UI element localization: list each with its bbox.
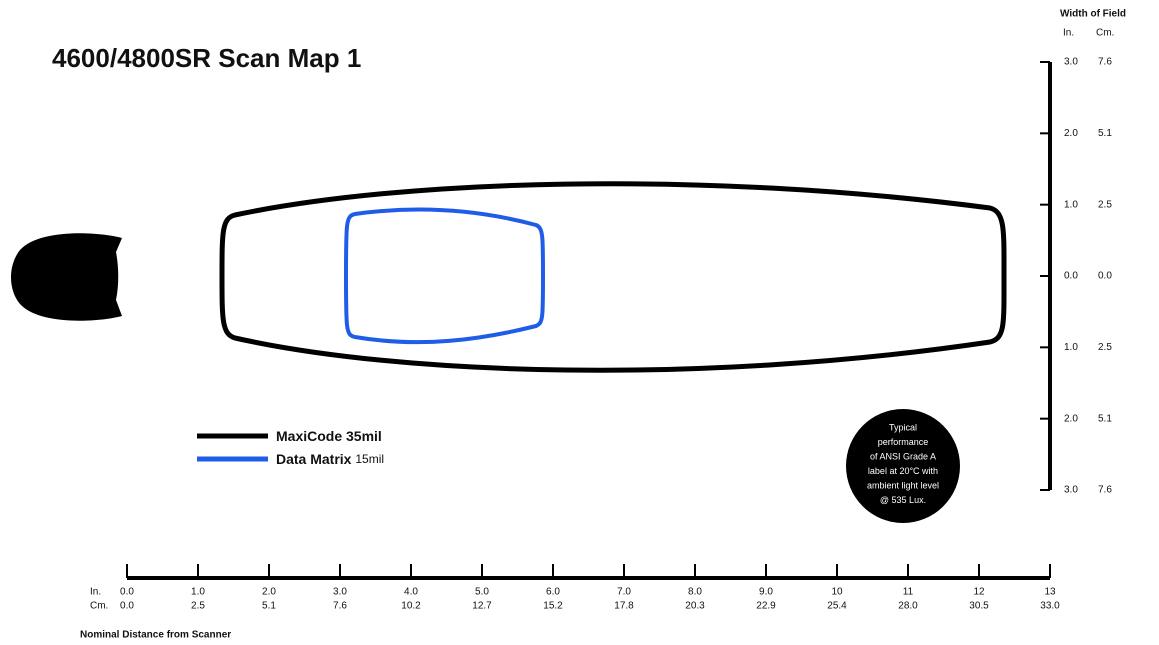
note-line: label at 20°C with xyxy=(868,466,938,476)
tick-label: 12 xyxy=(973,587,985,598)
tick-label: 28.0 xyxy=(898,601,918,612)
tick-label: 2.0 xyxy=(262,587,276,598)
note-line: performance xyxy=(878,437,929,447)
tick-label: 0.0 xyxy=(1098,271,1112,282)
tick-label: 10 xyxy=(831,587,843,598)
datamatrix-zone xyxy=(344,207,545,345)
tick-label: 30.5 xyxy=(969,601,989,612)
tick-label: 2.5 xyxy=(191,601,205,612)
note-line: ambient light level xyxy=(867,480,939,490)
tick-label: 6.0 xyxy=(546,587,560,598)
tick-label: 5.1 xyxy=(1098,413,1112,424)
unit: Cm. xyxy=(1096,28,1114,39)
tick-label: 5.0 xyxy=(475,587,489,598)
tick-label: 7.0 xyxy=(617,587,631,598)
legend-name: Data Matrix xyxy=(276,451,352,467)
tick-label: 7.6 xyxy=(333,601,347,612)
tick-label: 17.8 xyxy=(614,601,634,612)
tick-label: 7.6 xyxy=(1098,57,1112,68)
tick-label: 0.0 xyxy=(1064,271,1078,282)
tick-label: 13 xyxy=(1044,587,1056,598)
tick-label: 3.0 xyxy=(1064,57,1078,68)
tick-label: 7.6 xyxy=(1098,485,1112,496)
note-line: of ANSI Grade A xyxy=(870,451,936,461)
tick-label: 2.0 xyxy=(1064,128,1078,139)
tick-label: 10.2 xyxy=(401,601,421,612)
width-title: Width of Field xyxy=(1060,9,1126,20)
tick-label: 2.5 xyxy=(1098,199,1112,210)
note-badge xyxy=(846,409,960,523)
tick-label: 20.3 xyxy=(685,601,705,612)
tick-label: 2.5 xyxy=(1098,342,1112,353)
tick-label: 5.1 xyxy=(262,601,276,612)
unit: In. xyxy=(1063,28,1074,39)
tick-label: 9.0 xyxy=(759,587,773,598)
legend-detail: 15mil xyxy=(355,452,384,466)
tick-label: 22.9 xyxy=(756,601,776,612)
tick-label: 3.0 xyxy=(333,587,347,598)
tick-label: 4.0 xyxy=(404,587,418,598)
unit: Cm. xyxy=(90,601,108,612)
tick-label: 0.0 xyxy=(120,601,134,612)
tick-label: 5.1 xyxy=(1098,128,1112,139)
tick-label: 1.0 xyxy=(1064,342,1078,353)
tick-label: 1.0 xyxy=(191,587,205,598)
tick-label: 2.0 xyxy=(1064,413,1078,424)
tick-label: 8.0 xyxy=(688,587,702,598)
tick-label: 15.2 xyxy=(543,601,563,612)
tick-label: 12.7 xyxy=(472,601,492,612)
note-line: Typical xyxy=(889,422,917,432)
tick-label: 25.4 xyxy=(827,601,847,612)
note-line: @ 535 Lux. xyxy=(880,495,926,505)
legend-name: MaxiCode xyxy=(276,428,342,444)
scanner xyxy=(11,233,122,321)
maxicode-zone xyxy=(219,181,1007,373)
tick-label: 3.0 xyxy=(1064,485,1078,496)
legend-entry: Data Matrix 15mil xyxy=(276,451,384,467)
title: 4600/4800SR Scan Map 1 xyxy=(52,43,361,73)
tick-label: 0.0 xyxy=(120,587,134,598)
tick-label: 11 xyxy=(903,587,914,598)
tick-label: 33.0 xyxy=(1040,601,1060,612)
legend-entry: MaxiCode 35mil xyxy=(276,428,382,444)
legend-detail: 35mil xyxy=(346,428,382,444)
unit: In. xyxy=(90,587,101,598)
tick-label: 1.0 xyxy=(1064,199,1078,210)
distance-title: Nominal Distance from Scanner xyxy=(80,630,231,641)
